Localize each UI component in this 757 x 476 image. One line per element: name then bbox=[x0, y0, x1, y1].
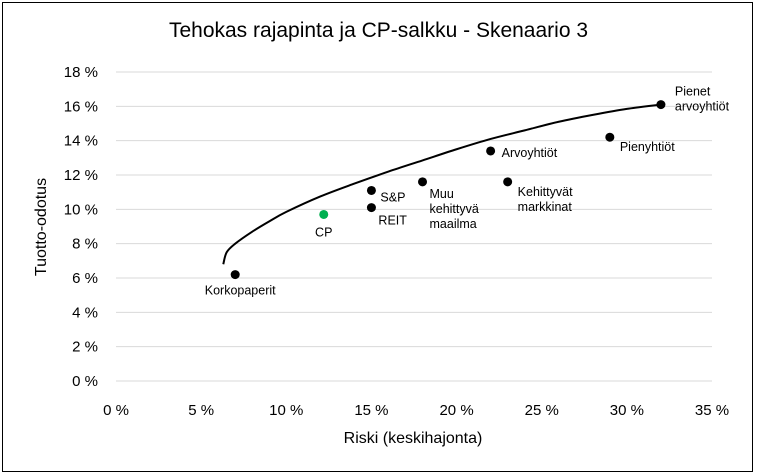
y-tick-label: 6 % bbox=[72, 270, 98, 287]
point-label: Arvoyhtiöt bbox=[502, 146, 558, 160]
point-label: Pienet arvoyhtiöt bbox=[675, 85, 730, 114]
x-tick-label: 25 % bbox=[525, 402, 559, 419]
data-point bbox=[486, 146, 496, 156]
data-point bbox=[503, 177, 513, 187]
frontier-curve bbox=[222, 103, 662, 265]
y-tick-label: 10 % bbox=[64, 201, 98, 218]
point-label: CP bbox=[315, 225, 332, 239]
data-point bbox=[230, 270, 240, 280]
point-label: Kehittyvät markkinat bbox=[518, 185, 573, 214]
chart-frame bbox=[2, 2, 753, 472]
x-tick-label: 30 % bbox=[610, 402, 644, 419]
point-label: REIT bbox=[378, 214, 407, 228]
y-tick-label: 18 % bbox=[64, 64, 98, 81]
x-tick-label: 5 % bbox=[188, 402, 214, 419]
data-point bbox=[418, 177, 428, 187]
point-label: S&P bbox=[380, 190, 405, 204]
data-point bbox=[319, 209, 329, 219]
data-point bbox=[605, 132, 615, 142]
y-tick-label: 8 % bbox=[72, 236, 98, 253]
point-label: Pienyhtiöt bbox=[620, 140, 675, 154]
data-point bbox=[366, 203, 376, 213]
x-axis-title: Riski (keskihajonta) bbox=[344, 430, 483, 447]
point-label: Muu kehittyvä maailma bbox=[430, 187, 479, 231]
x-tick-label: 0 % bbox=[103, 402, 129, 419]
x-tick-label: 15 % bbox=[354, 402, 388, 419]
y-tick-label: 12 % bbox=[64, 167, 98, 184]
data-point bbox=[656, 100, 666, 110]
y-tick-label: 4 % bbox=[72, 304, 98, 321]
data-point bbox=[366, 185, 376, 195]
y-tick-label: 2 % bbox=[72, 339, 98, 356]
y-tick-label: 14 % bbox=[64, 133, 98, 150]
tick-labels: 0 % 2 % 4 % 6 % 8 % 10 % 12 % 14 % 16 % 18 % 0 % 5 … bbox=[64, 64, 729, 419]
chart-title: Tehokas rajapinta ja CP-salkku - Skenaar… bbox=[168, 19, 589, 42]
grid-layer bbox=[116, 71, 712, 382]
efficient-frontier bbox=[222, 103, 662, 265]
point-labels: Korkopaperit CP S&P REIT Muu kehittyvä maailma… bbox=[205, 85, 730, 298]
y-axis-title: Tuotto-odotus bbox=[33, 178, 50, 276]
point-label: Korkopaperit bbox=[205, 284, 276, 298]
x-tick-label: 35 % bbox=[695, 402, 729, 419]
data-points bbox=[230, 100, 666, 280]
y-tick-label: 16 % bbox=[64, 98, 98, 115]
x-tick-label: 10 % bbox=[269, 402, 303, 419]
x-tick-label: 20 % bbox=[439, 402, 473, 419]
y-tick-label: 0 % bbox=[72, 373, 98, 390]
